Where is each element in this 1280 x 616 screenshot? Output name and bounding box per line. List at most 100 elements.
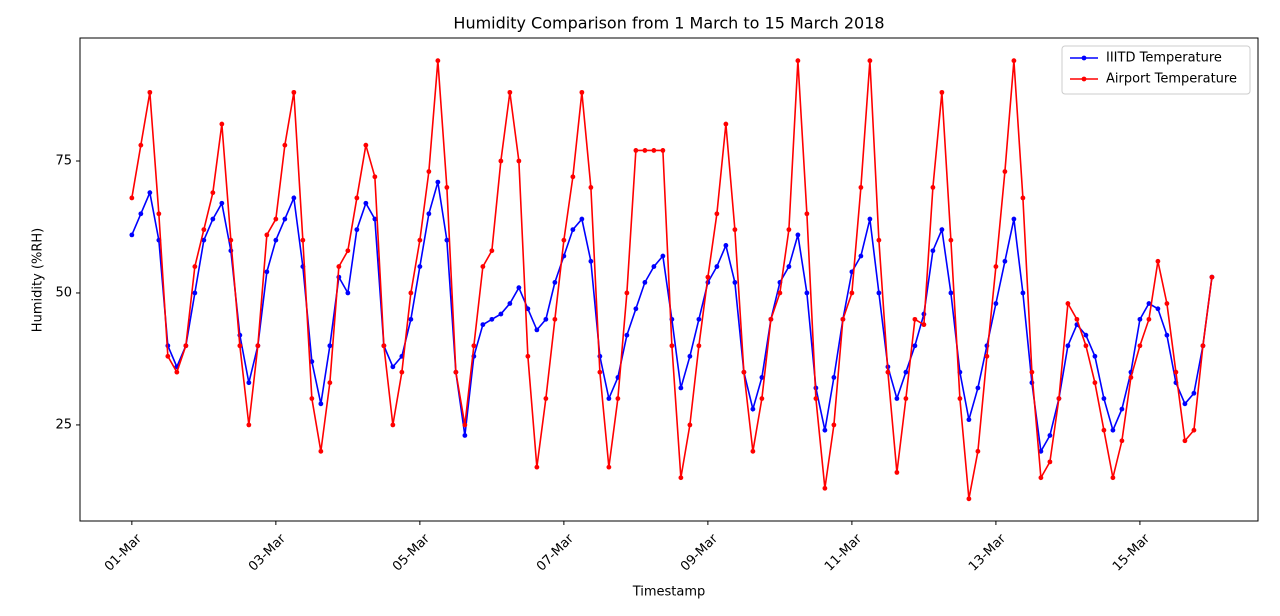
data-point	[804, 211, 810, 217]
data-point	[1011, 216, 1017, 222]
data-point	[507, 89, 513, 95]
data-point	[1083, 343, 1089, 349]
x-tick-label: 13-Mar	[966, 531, 1009, 574]
data-point	[201, 237, 207, 243]
data-point	[525, 306, 531, 312]
data-point	[633, 148, 639, 153]
y-tick-label: 75	[55, 153, 72, 168]
data-point	[552, 316, 558, 322]
data-point	[705, 274, 711, 280]
data-point	[912, 316, 918, 322]
data-point	[1101, 427, 1107, 433]
data-point	[678, 385, 684, 391]
data-point	[1047, 433, 1053, 438]
data-point	[606, 396, 612, 401]
data-point	[255, 343, 261, 349]
series-line	[131, 181, 1213, 454]
data-point	[561, 237, 567, 243]
x-tick-label: 03-Mar	[246, 531, 289, 574]
data-point	[813, 396, 819, 401]
data-point	[417, 264, 423, 269]
data-point	[777, 290, 783, 296]
data-point	[1056, 396, 1062, 401]
data-point	[948, 290, 954, 296]
data-point	[750, 448, 756, 454]
data-point	[426, 169, 432, 174]
data-point	[687, 353, 693, 359]
data-point	[489, 316, 495, 322]
data-point	[1074, 316, 1080, 322]
data-point	[309, 359, 315, 364]
data-point	[1038, 475, 1044, 481]
data-point	[129, 195, 135, 201]
y-tick-label: 25	[55, 417, 72, 432]
data-point	[903, 369, 909, 375]
data-point	[282, 216, 288, 222]
data-point	[246, 380, 252, 386]
data-point	[219, 121, 225, 127]
data-point	[435, 58, 441, 64]
data-point	[876, 237, 882, 243]
data-point	[678, 475, 684, 481]
data-point	[264, 232, 270, 238]
data-point	[462, 433, 468, 438]
data-point	[300, 237, 306, 243]
data-point	[543, 396, 549, 401]
data-point	[1191, 427, 1197, 433]
data-point	[354, 227, 360, 233]
data-point	[1110, 427, 1116, 433]
data-point	[345, 290, 351, 296]
data-point	[1173, 369, 1179, 375]
data-point	[822, 485, 828, 491]
data-point	[1065, 343, 1071, 349]
data-point	[453, 369, 459, 375]
data-point	[750, 406, 756, 412]
data-point	[966, 496, 972, 502]
data-point	[570, 227, 576, 233]
data-point	[435, 179, 441, 185]
data-point	[948, 237, 954, 243]
data-point	[597, 369, 603, 375]
data-point	[867, 216, 873, 222]
data-point	[192, 290, 198, 296]
data-point	[1155, 258, 1161, 264]
data-point	[264, 269, 270, 275]
data-point	[723, 121, 729, 127]
data-point	[858, 184, 864, 190]
data-point	[876, 290, 882, 296]
data-point	[633, 306, 639, 312]
data-point	[1065, 301, 1071, 306]
data-point	[399, 369, 405, 375]
data-point	[1038, 448, 1044, 454]
data-point	[408, 316, 414, 322]
data-point	[921, 322, 927, 328]
data-point	[471, 343, 477, 349]
data-point	[1020, 195, 1026, 201]
x-tick-label: 01-Mar	[102, 531, 145, 574]
data-point	[903, 396, 909, 401]
data-point	[138, 142, 144, 148]
data-point	[588, 258, 594, 264]
data-point	[651, 264, 657, 269]
data-point	[147, 89, 153, 95]
data-point	[489, 248, 495, 254]
data-point	[507, 301, 513, 306]
data-point	[939, 89, 945, 95]
data-point	[480, 264, 486, 269]
data-point	[768, 316, 774, 322]
data-point	[552, 280, 558, 285]
data-point	[1029, 369, 1035, 375]
y-tick-label: 50	[55, 285, 72, 300]
data-point	[192, 264, 198, 269]
data-point	[993, 301, 999, 306]
data-point	[723, 243, 729, 248]
data-point	[624, 290, 630, 296]
data-point	[525, 353, 531, 359]
data-point	[381, 343, 387, 349]
data-point	[1164, 332, 1170, 338]
data-point	[354, 195, 360, 201]
data-point	[993, 264, 999, 269]
data-point	[147, 190, 153, 196]
data-point	[363, 200, 369, 206]
data-point	[642, 280, 648, 285]
